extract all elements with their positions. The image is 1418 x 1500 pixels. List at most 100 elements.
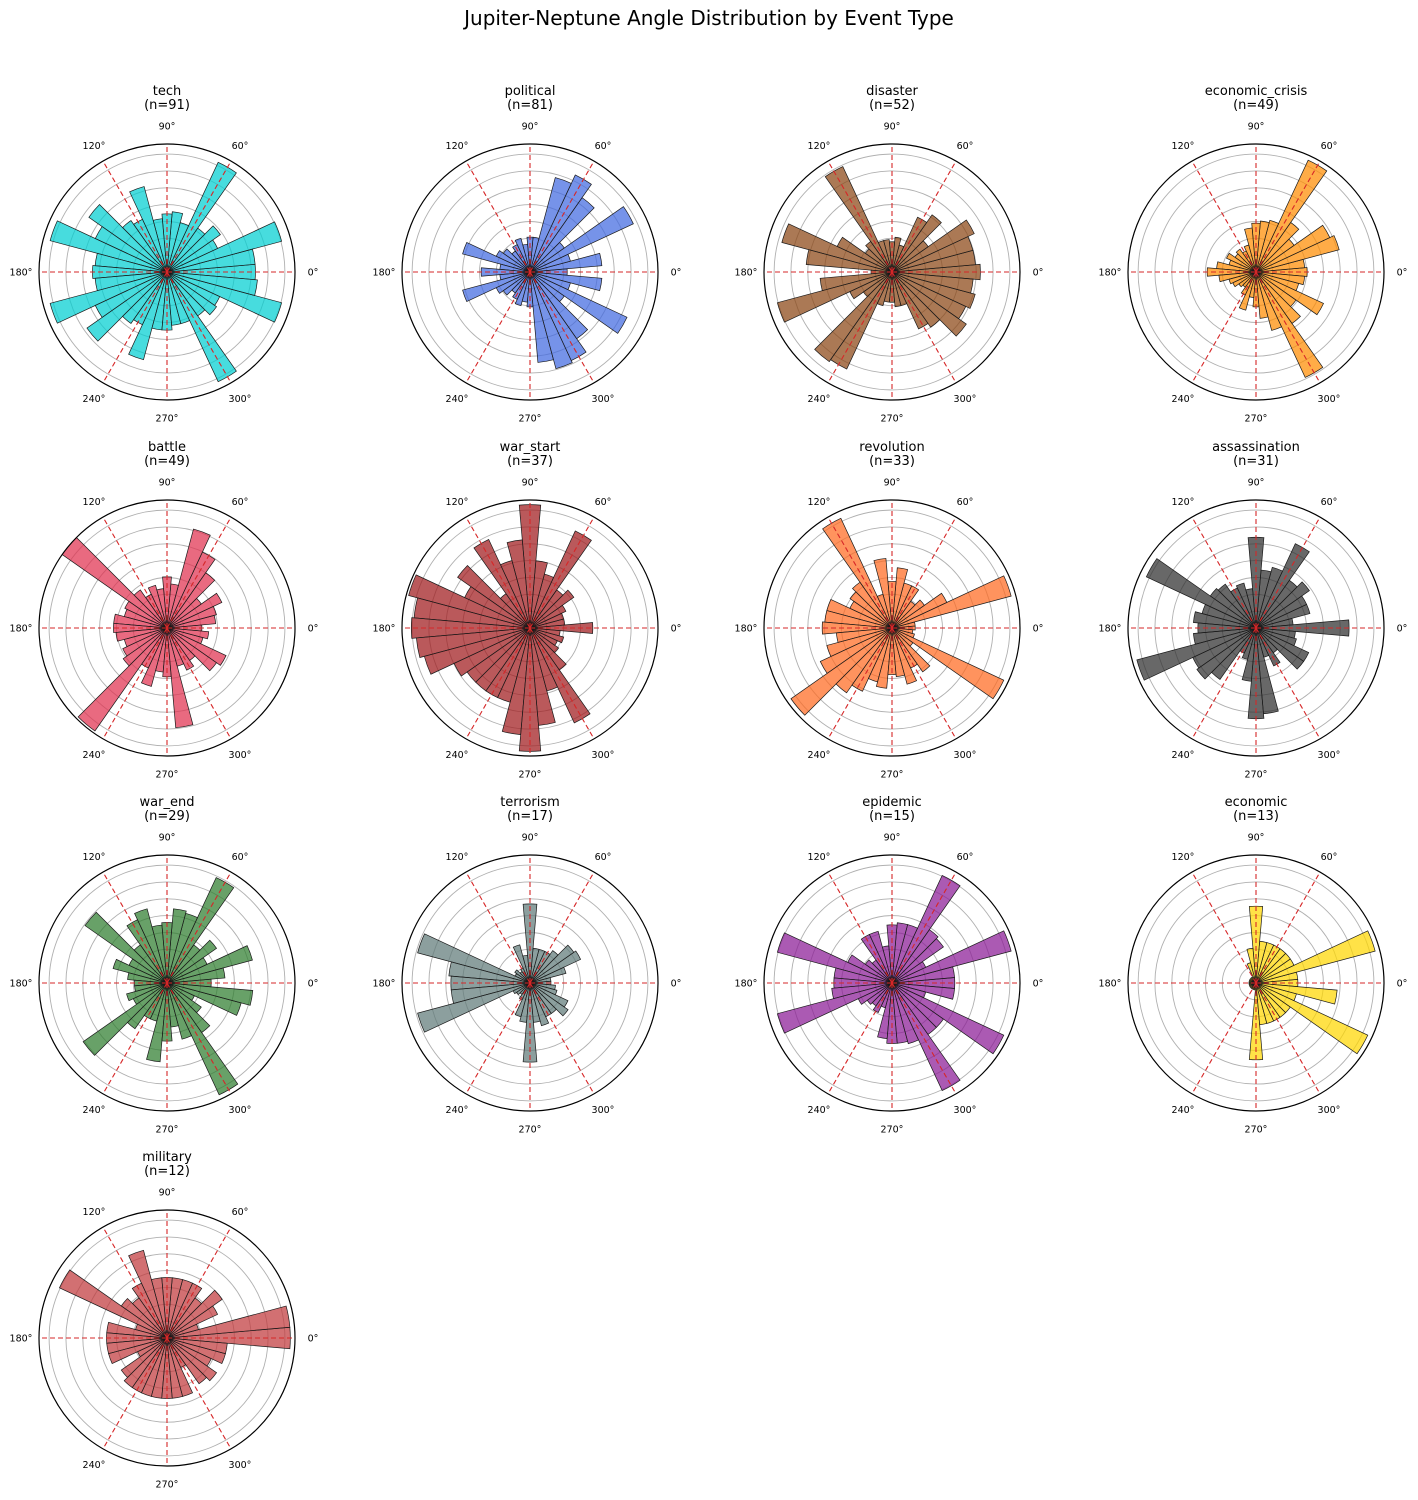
panel-count: (n=29) <box>144 809 190 824</box>
angle-tick-labels: 0° 60° 90° 120° 180° 240° 270° 300° <box>735 122 1044 425</box>
panel-title: terrorism <box>500 795 560 810</box>
bar-230deg <box>127 982 168 1030</box>
angle-label-300: 300° <box>954 750 977 761</box>
polar-frame <box>38 499 296 757</box>
angle-label-0: 0° <box>1033 624 1044 635</box>
angle-label-180: 180° <box>735 268 758 279</box>
angle-label-120: 120° <box>1172 497 1195 508</box>
bar-160deg <box>776 932 893 984</box>
grid-ring <box>48 153 286 391</box>
angle-label-60: 60° <box>232 497 249 508</box>
reference-line-60deg <box>891 871 957 984</box>
reference-line-60deg <box>529 160 595 273</box>
angle-tick-labels: 0° 60° 90° 120° 180° 240° 270° 300° <box>373 833 682 1136</box>
angle-label-90: 90° <box>1248 478 1265 489</box>
reference-line-240deg <box>102 982 168 1095</box>
grid-ring <box>790 170 994 374</box>
panel-count: (n=31) <box>1233 454 1279 469</box>
angle-label-300: 300° <box>1318 750 1341 761</box>
angle-label-60: 60° <box>957 497 974 508</box>
angle-label-0: 0° <box>671 268 682 279</box>
bar-260deg <box>146 982 168 1063</box>
bar-170deg <box>805 249 893 273</box>
angle-label-300: 300° <box>229 750 252 761</box>
polar-frame <box>38 854 296 1112</box>
bar-230deg <box>835 627 893 694</box>
angle-label-180: 180° <box>735 624 758 635</box>
angle-label-300: 300° <box>592 1105 615 1116</box>
bar-210deg <box>857 982 893 1005</box>
angle-label-240: 240° <box>446 1105 469 1116</box>
bar-150deg <box>124 600 168 629</box>
bar-200deg <box>462 271 531 302</box>
angle-tick-labels: 0° 60° 90° 120° 180° 240° 270° 300° <box>10 1188 319 1491</box>
grid-ring <box>411 864 649 1102</box>
angle-label-90: 90° <box>1248 833 1265 844</box>
angle-label-90: 90° <box>884 122 901 133</box>
bar-130deg <box>1235 248 1257 273</box>
bar-160deg <box>462 242 531 273</box>
bar-350deg <box>529 271 603 292</box>
angle-label-0: 0° <box>1397 979 1408 990</box>
bar-110deg <box>128 1249 168 1339</box>
angle-label-60: 60° <box>595 141 612 152</box>
reference-lines <box>39 500 295 756</box>
grid-ring <box>1137 864 1375 1102</box>
angle-label-60: 60° <box>1321 852 1338 863</box>
angle-label-120: 120° <box>446 852 469 863</box>
grid-ring <box>428 170 632 374</box>
reference-line-240deg <box>465 627 531 740</box>
angle-label-180: 180° <box>735 979 758 990</box>
bar-350deg <box>529 627 561 637</box>
bar-200deg <box>417 982 531 1033</box>
angle-label-240: 240° <box>1172 750 1195 761</box>
angle-tick-labels: 0° 60° 90° 120° 180° 240° 270° 300° <box>735 478 1044 781</box>
panel-count: (n=49) <box>1233 98 1279 113</box>
angle-tick-labels: 0° 60° 90° 120° 180° 240° 270° 300° <box>10 833 319 1136</box>
reference-line-120deg <box>465 871 531 984</box>
angle-label-270: 270° <box>881 414 904 425</box>
bar-140deg <box>849 591 893 629</box>
panel-count: (n=12) <box>144 1164 190 1179</box>
bar-270deg <box>522 982 538 1063</box>
reference-line-120deg <box>102 1226 168 1339</box>
angle-label-0: 0° <box>308 624 319 635</box>
angle-label-90: 90° <box>159 478 176 489</box>
reference-line-120deg <box>465 160 531 273</box>
polar-chart-battle: battle(n=49) 0° 60° 90° 120° 180° 240° 270° 300° <box>10 440 319 781</box>
angle-label-0: 0° <box>671 979 682 990</box>
grid-ring <box>65 170 269 374</box>
angle-label-240: 240° <box>808 1105 831 1116</box>
angle-label-180: 180° <box>10 624 33 635</box>
angle-tick-labels: 0° 60° 90° 120° 180° 240° 270° 300° <box>735 833 1044 1136</box>
grid-ring <box>773 153 1011 391</box>
bar-320deg <box>166 1337 218 1382</box>
bar-80deg <box>891 236 902 273</box>
angle-label-120: 120° <box>83 1207 106 1218</box>
bar-40deg <box>166 939 218 984</box>
bar-310deg <box>529 271 589 340</box>
angle-label-120: 120° <box>1172 141 1195 152</box>
polar-chart-economic: economic(n=13) 0° 60° 90° 120° 180° 240° 270° 30… <box>1099 795 1408 1136</box>
angle-label-180: 180° <box>1099 268 1122 279</box>
angle-label-0: 0° <box>1397 268 1408 279</box>
bar-250deg <box>140 627 168 687</box>
angle-label-300: 300° <box>1318 1105 1341 1116</box>
reference-line-240deg <box>827 627 893 740</box>
bar-30deg <box>1255 224 1331 273</box>
grid-ring <box>790 881 994 1085</box>
angle-label-180: 180° <box>1099 624 1122 635</box>
bar-240deg <box>851 627 893 692</box>
panel-count: (n=33) <box>869 454 915 469</box>
bar-30deg <box>891 219 975 273</box>
bars <box>790 517 1012 716</box>
bar-40deg <box>529 589 575 629</box>
reference-line-300deg <box>166 627 232 740</box>
polar-chart-terrorism: terrorism(n=17) 0° 60° 90° 120° 180° 240° 270° 3… <box>373 795 682 1136</box>
polar-frame <box>401 854 659 1112</box>
bar-330deg <box>166 627 227 666</box>
bar-90deg <box>522 903 538 984</box>
reference-line-300deg <box>166 271 232 384</box>
bars <box>1136 536 1350 720</box>
bar-0deg <box>1255 619 1350 637</box>
